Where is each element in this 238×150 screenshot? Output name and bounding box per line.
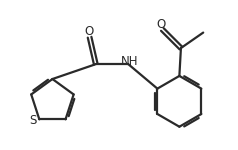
Text: S: S bbox=[29, 114, 36, 127]
Text: O: O bbox=[157, 18, 166, 31]
Text: O: O bbox=[84, 25, 93, 38]
Text: NH: NH bbox=[121, 55, 139, 68]
